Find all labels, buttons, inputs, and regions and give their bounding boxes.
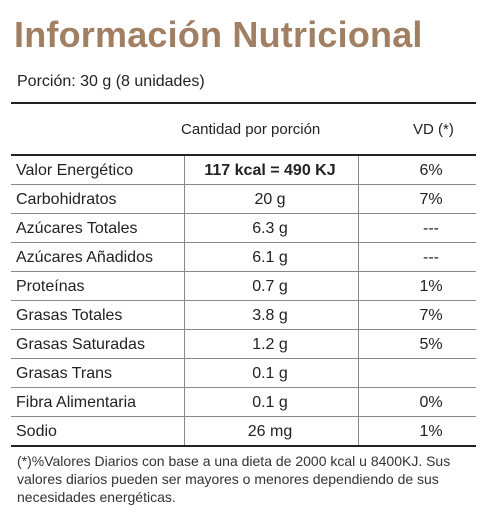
table-row: Proteínas 0.7 g 1% [11, 272, 476, 301]
table-row: Fibra Alimentaria 0.1 g 0% [11, 388, 476, 417]
table-row: Grasas Saturadas 1.2 g 5% [11, 330, 476, 359]
nutrient-vd: 0% [419, 394, 443, 411]
nutrient-quantity: 0.1 g [252, 365, 288, 382]
nutrient-name: Azúcares Totales [16, 220, 138, 237]
header-vd: VD (*) [413, 121, 454, 138]
nutrient-quantity: 3.8 g [252, 307, 288, 324]
header-quantity: Cantidad por porción [181, 121, 321, 138]
nutrient-vd: 1% [419, 423, 443, 440]
nutrient-name: Proteínas [16, 278, 85, 295]
portion-size: Porción: 30 g (8 unidades) [17, 73, 205, 90]
nutrient-quantity: 26 mg [247, 423, 293, 440]
nutrient-vd: 7% [419, 307, 443, 324]
table-row: Valor Energético 117 kcal = 490 KJ 6% [11, 156, 476, 185]
nutrient-vd: 1% [419, 278, 443, 295]
nutrient-name: Azúcares Añadidos [16, 249, 153, 266]
table-row: Carbohidratos 20 g 7% [11, 185, 476, 214]
page-title: Información Nutricional [14, 14, 423, 55]
nutrient-name: Carbohidratos [16, 191, 117, 208]
nutrient-quantity: 6.3 g [252, 220, 288, 237]
nutrient-quantity: 0.7 g [252, 278, 288, 295]
nutrition-table: Cantidad por porción VD (*) Valor Energé… [11, 102, 476, 447]
nutrient-name: Grasas Trans [16, 365, 113, 382]
nutrient-quantity: 117 kcal = 490 KJ [204, 162, 336, 179]
table-header: Cantidad por porción VD (*) [11, 104, 476, 156]
nutrient-name: Grasas Saturadas [16, 336, 145, 353]
nutrient-quantity: 0.1 g [252, 394, 288, 411]
nutrient-name: Sodio [16, 423, 57, 440]
table-row: Azúcares Totales 6.3 g --- [11, 214, 476, 243]
table-row: Azúcares Añadidos 6.1 g --- [11, 243, 476, 272]
nutrient-vd: 5% [419, 336, 443, 353]
nutrient-name: Fibra Alimentaria [16, 394, 137, 411]
table-row: Grasas Trans 0.1 g [11, 359, 476, 388]
nutrient-quantity: 20 g [254, 191, 286, 208]
nutrient-vd: --- [423, 249, 439, 266]
nutrient-vd: 7% [419, 191, 443, 208]
nutrient-vd: 6% [419, 162, 443, 179]
table-row: Sodio 26 mg 1% [11, 417, 476, 445]
nutrient-quantity: 1.2 g [252, 336, 288, 353]
nutrient-vd: --- [423, 220, 439, 237]
nutrient-quantity: 6.1 g [252, 249, 288, 266]
nutrient-name: Valor Energético [16, 162, 134, 179]
table-row: Grasas Totales 3.8 g 7% [11, 301, 476, 330]
nutrient-name: Grasas Totales [16, 307, 123, 324]
footnote: (*)%Valores Diarios con base a una dieta… [17, 453, 451, 505]
